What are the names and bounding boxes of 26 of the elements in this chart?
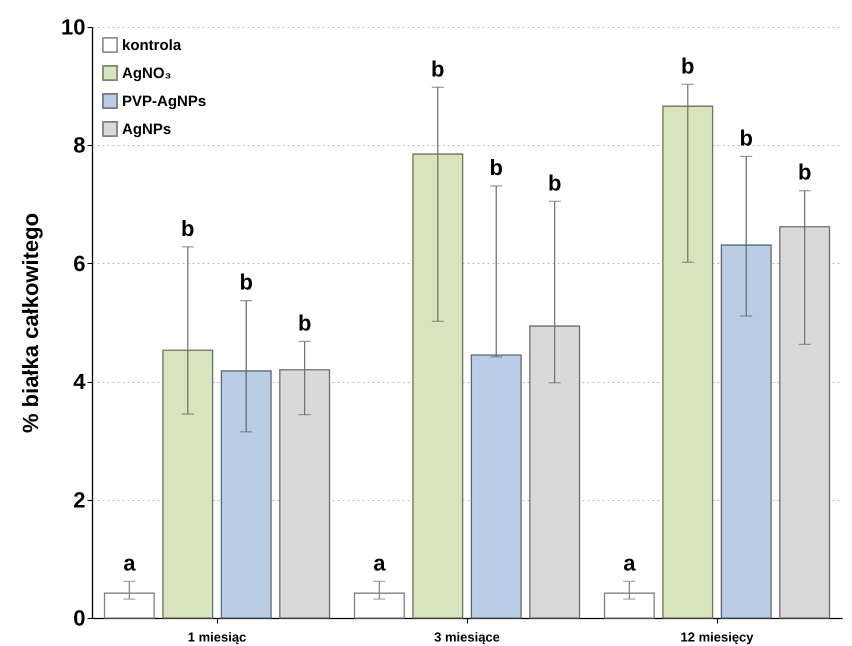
annotation: b: [548, 170, 562, 196]
annotation: b: [181, 216, 195, 241]
y-tick-label: 4: [73, 369, 86, 394]
annotation: a: [373, 550, 386, 576]
y-tick-label: 2: [73, 487, 86, 512]
x-tick-label: 12 miesięcy: [680, 630, 754, 644]
y-tick-label: 0: [73, 606, 86, 630]
annotation: b: [239, 270, 253, 295]
annotation: a: [623, 550, 636, 576]
y-tick-label: 10: [61, 14, 86, 40]
annotation: b: [298, 310, 312, 336]
annotation: b: [681, 53, 695, 78]
y-axis-title: % białka całkowitego: [18, 212, 44, 434]
legend-label: AgNO₃: [122, 65, 172, 82]
annotation: b: [489, 154, 503, 180]
annotation: b: [739, 125, 753, 150]
y-tick-label: 6: [73, 250, 86, 276]
y-tick-label: 8: [73, 132, 86, 158]
annotation: b: [431, 56, 445, 82]
x-tick-label: 1 miesiąc: [188, 630, 246, 644]
legend-label: AgNPs: [122, 121, 172, 138]
annotation: a: [123, 550, 136, 576]
legend-label: kontrola: [122, 37, 182, 54]
x-tick-label: 3 miesiące: [434, 630, 500, 644]
annotation: b: [798, 160, 812, 185]
legend-label: PVP-AgNPs: [122, 93, 206, 110]
